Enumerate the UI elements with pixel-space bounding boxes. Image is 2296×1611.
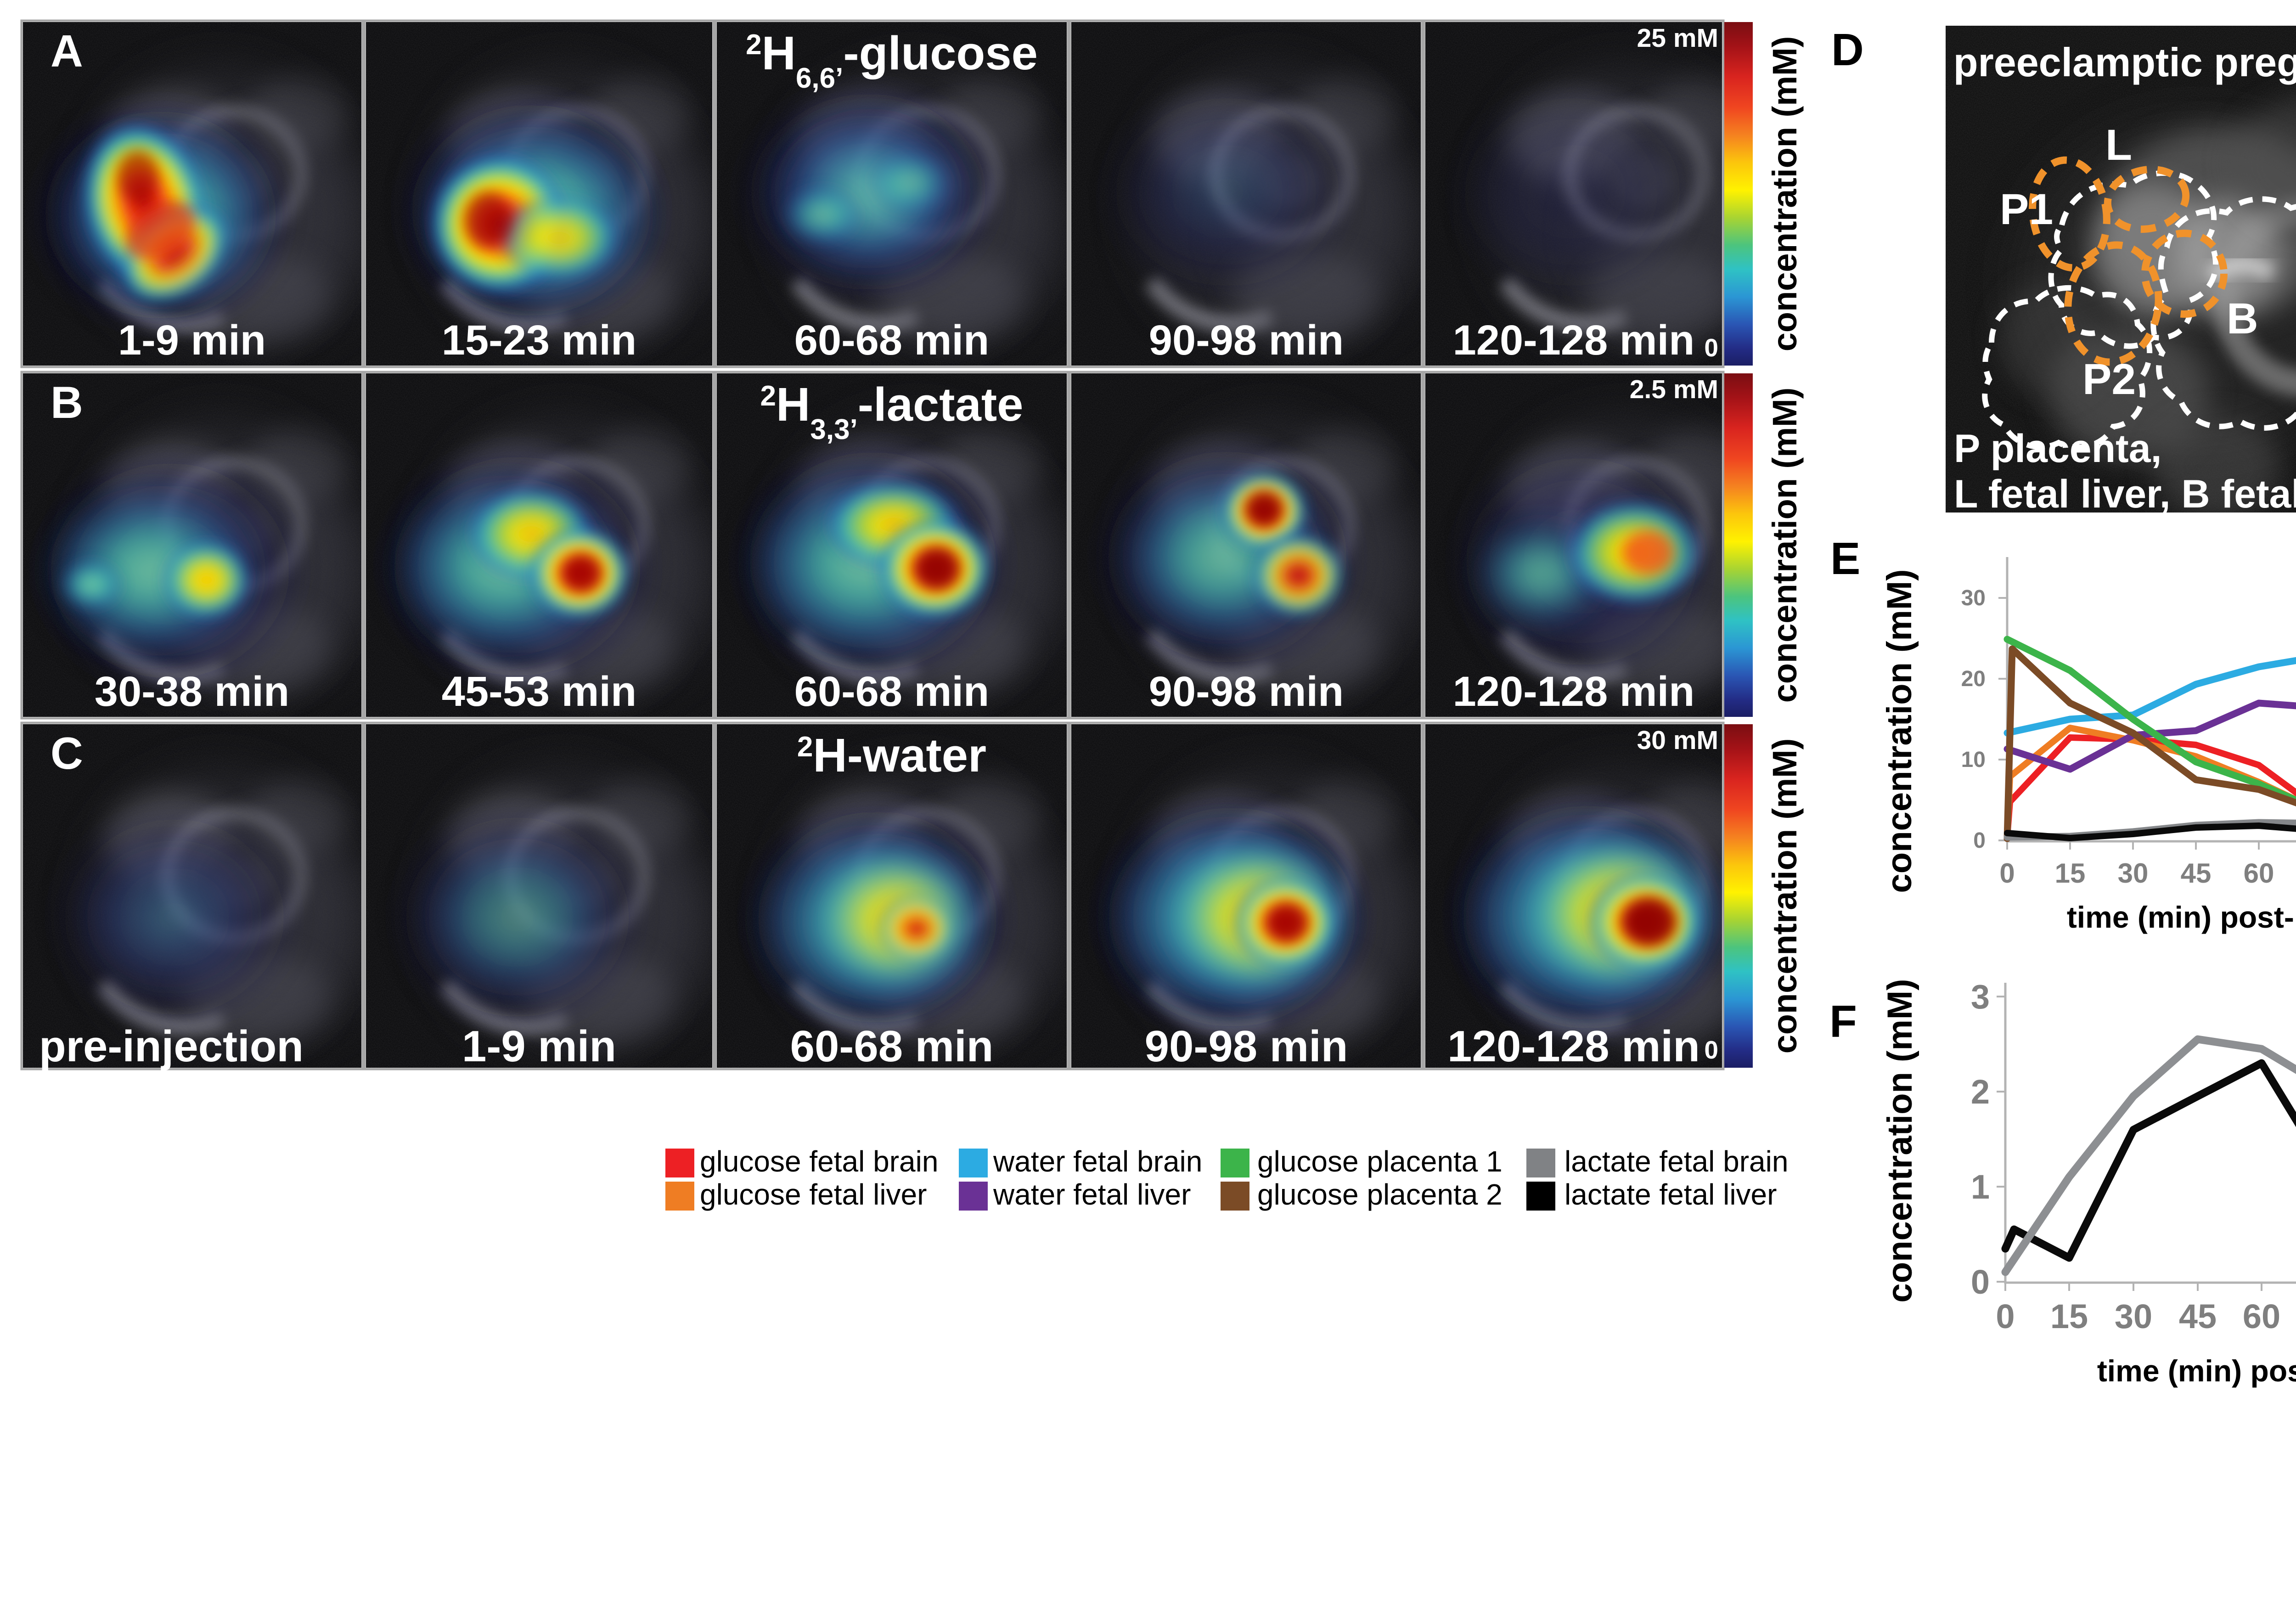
- svg-text:water fetal liver: water fetal liver: [993, 1178, 1191, 1211]
- svg-text:B: B: [2227, 294, 2258, 343]
- svg-text:P2: P2: [2082, 355, 2136, 404]
- svg-text:20: 20: [1961, 667, 1986, 691]
- svg-text:25 mM: 25 mM: [1637, 23, 1718, 53]
- svg-text:0: 0: [1704, 1036, 1718, 1064]
- svg-text:60-68 min: 60-68 min: [790, 1022, 994, 1071]
- svg-text:concentration (mM): concentration (mM): [1766, 738, 1804, 1054]
- svg-text:water fetal brain: water fetal brain: [993, 1145, 1202, 1178]
- svg-text:10: 10: [1961, 748, 1986, 772]
- svg-text:concentration (mM): concentration (mM): [1880, 979, 1919, 1302]
- svg-text:0: 0: [1996, 1297, 2015, 1335]
- svg-text:1-9 min: 1-9 min: [462, 1022, 616, 1071]
- svg-text:pre-injection: pre-injection: [39, 1022, 304, 1071]
- svg-text:15: 15: [2055, 858, 2086, 889]
- svg-text:90-98 min: 90-98 min: [1145, 1022, 1348, 1071]
- svg-text:2: 2: [1971, 1073, 1990, 1111]
- svg-text:L: L: [2105, 121, 2132, 169]
- svg-text:90-98 min: 90-98 min: [1149, 668, 1344, 715]
- svg-text:30: 30: [1961, 586, 1986, 610]
- svg-text:glucose fetal brain: glucose fetal brain: [700, 1145, 938, 1178]
- svg-text:F: F: [1829, 996, 1857, 1047]
- svg-text:time (min) post-injection: time (min) post-injection: [2067, 900, 2296, 934]
- svg-text:0: 0: [1999, 858, 2015, 889]
- svg-text:120-128 min: 120-128 min: [1447, 1022, 1700, 1071]
- svg-text:2H-water: 2H-water: [797, 729, 986, 782]
- svg-text:2H3,3’-lactate: 2H3,3’-lactate: [760, 378, 1024, 445]
- svg-text:P placenta,: P placenta,: [1954, 427, 2162, 471]
- svg-text:45-53 min: 45-53 min: [442, 668, 636, 715]
- svg-text:45: 45: [2181, 858, 2212, 889]
- svg-text:2H6,6’-glucose: 2H6,6’-glucose: [746, 27, 1038, 94]
- svg-text:1: 1: [1971, 1168, 1990, 1206]
- svg-text:glucose placenta 2: glucose placenta 2: [1257, 1178, 1503, 1211]
- svg-text:60-68 min: 60-68 min: [794, 668, 989, 715]
- svg-text:concentration (mM): concentration (mM): [1880, 569, 1919, 893]
- svg-text:0: 0: [1973, 828, 1986, 853]
- svg-text:120-128 min: 120-128 min: [1453, 668, 1695, 715]
- svg-text:0: 0: [1704, 333, 1718, 362]
- svg-text:15-23 min: 15-23 min: [442, 317, 636, 364]
- svg-text:60: 60: [2243, 1297, 2280, 1335]
- svg-text:15: 15: [2050, 1297, 2088, 1335]
- svg-text:L fetal liver, B fetal brain: L fetal liver, B fetal brain: [1954, 472, 2296, 516]
- svg-text:glucose fetal liver: glucose fetal liver: [700, 1178, 927, 1211]
- svg-text:C: C: [51, 728, 83, 778]
- svg-text:0: 0: [1971, 1263, 1990, 1301]
- svg-text:lactate fetal brain: lactate fetal brain: [1564, 1145, 1788, 1178]
- svg-text:glucose placenta 1: glucose placenta 1: [1257, 1145, 1503, 1178]
- svg-text:30: 30: [2115, 1297, 2152, 1335]
- svg-text:30 mM: 30 mM: [1637, 726, 1718, 755]
- svg-text:lactate fetal liver: lactate fetal liver: [1564, 1178, 1777, 1211]
- svg-text:1-9 min: 1-9 min: [118, 317, 266, 364]
- svg-text:B: B: [51, 377, 83, 428]
- svg-text:P1: P1: [2000, 185, 2053, 234]
- svg-text:60-68 min: 60-68 min: [794, 317, 989, 364]
- svg-text:120-128 min: 120-128 min: [1453, 317, 1695, 364]
- svg-text:A: A: [51, 26, 83, 76]
- svg-text:2.5 mM: 2.5 mM: [1630, 375, 1718, 404]
- svg-text:preeclamptic pregnancy: preeclamptic pregnancy: [1953, 39, 2296, 85]
- svg-text:30: 30: [2118, 858, 2149, 889]
- svg-text:concentration (mM): concentration (mM): [1766, 36, 1804, 352]
- svg-text:concentration (mM): concentration (mM): [1766, 388, 1804, 703]
- svg-text:60: 60: [2244, 858, 2274, 889]
- svg-text:3: 3: [1971, 978, 1990, 1016]
- svg-text:E: E: [1830, 533, 1860, 584]
- svg-text:time (min) post-injection: time (min) post-injection: [2097, 1354, 2296, 1388]
- svg-text:45: 45: [2179, 1297, 2217, 1335]
- svg-text:30-38 min: 30-38 min: [95, 668, 289, 715]
- svg-text:D: D: [1831, 24, 1864, 75]
- svg-text:90-98 min: 90-98 min: [1149, 317, 1344, 364]
